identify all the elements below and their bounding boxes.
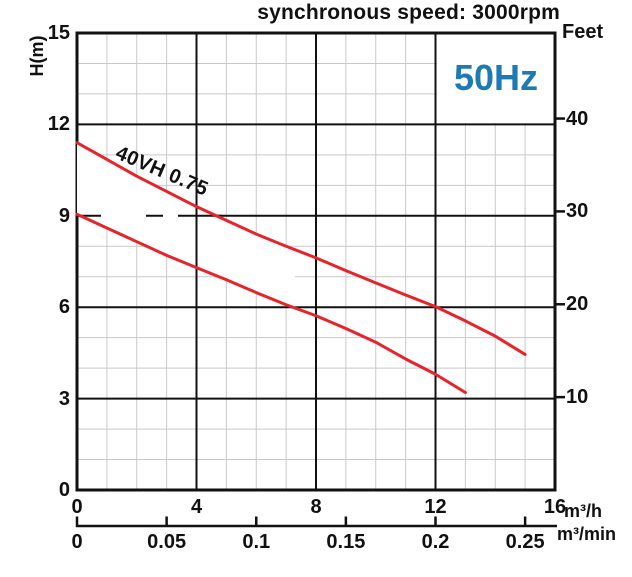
x-axis-tick-label: 8 [310,496,322,518]
feet-axis-tick-label: 30 [566,200,589,223]
x-axis-tick-label: 16 [543,496,567,518]
secondary-x-axis-unit: m³/min [557,524,617,544]
x-axis-tick-label: 0 [71,496,83,518]
y-axis-tick-label: 12 [47,113,70,136]
primary-x-axis-unit: m³/h [564,501,602,521]
frequency-badge: 50Hz [453,57,539,98]
right-axis-title: Feet [562,21,604,43]
pump-curve-upper [75,141,527,356]
secondary-x-axis-tick-label: 0.05 [147,531,187,553]
secondary-x-axis-tick-label: 0.25 [505,531,545,553]
feet-axis-tick-label: 40 [566,107,589,130]
plot-border [75,31,557,492]
curve-label-backdrop [77,142,296,309]
x-axis-tick-label: 12 [424,496,447,518]
secondary-x-axis-tick-label: 0.15 [326,531,366,553]
y-axis-tick-label: 3 [58,387,70,410]
secondary-x-axis-tick-label: 0.2 [421,531,450,553]
chart-title: synchronous speed: 3000rpm [257,1,560,24]
y-axis-tick-label: 15 [47,22,70,44]
secondary-x-axis-tick-label: 0 [71,531,83,553]
x-axis-tick-label: 4 [190,496,203,518]
y-axis-tick-label: 6 [58,296,70,319]
y-axis-tick-label: 0 [58,479,70,501]
feet-axis-tick-label: 10 [566,386,589,409]
feet-axis-tick-label: 20 [566,293,589,316]
y-axis-tick-label: 9 [58,204,70,227]
frequency-badge-backdrop [437,34,554,123]
secondary-x-axis-tick-label: 0.1 [242,531,271,553]
pump-curve-lower [75,212,467,395]
